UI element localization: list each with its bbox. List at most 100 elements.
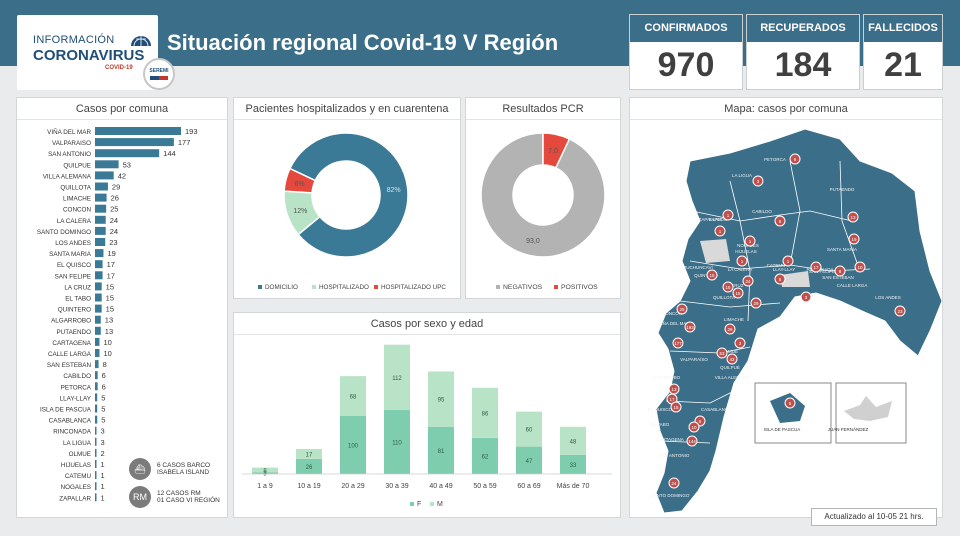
value-label-m: 112 bbox=[392, 376, 402, 382]
map-badge-value: 193 bbox=[686, 325, 694, 330]
bar bbox=[95, 171, 114, 180]
legend-swatch bbox=[430, 502, 434, 506]
map-badge bbox=[714, 225, 726, 237]
map-badge bbox=[854, 261, 866, 273]
value-label: 6 bbox=[102, 382, 106, 391]
slice-label: 82% bbox=[387, 187, 401, 194]
map-label: LIMACHE bbox=[724, 317, 744, 322]
note-barco: ⛴ 6 CASOS BARCO ISABELA ISLAND bbox=[129, 458, 210, 480]
stat-fallecidos: FALLECIDOS 21 bbox=[863, 14, 943, 90]
bar bbox=[95, 471, 97, 480]
map-badge-value: 1 bbox=[727, 213, 730, 218]
logo: INFORMACIÓN CORONAVIRUS COVID-19 bbox=[17, 15, 158, 90]
bar bbox=[95, 238, 106, 246]
bar-f bbox=[296, 458, 322, 474]
bar-f bbox=[428, 426, 454, 474]
value-label: 23 bbox=[109, 238, 117, 247]
bar bbox=[95, 182, 108, 191]
bar-m bbox=[560, 426, 586, 455]
value-label: 193 bbox=[185, 127, 198, 136]
map-badge-value: 1 bbox=[741, 259, 744, 264]
map-badge-value: 3 bbox=[757, 179, 760, 184]
map-badge-value: 5 bbox=[789, 401, 792, 406]
value-label: 5 bbox=[101, 405, 105, 414]
bar-f bbox=[340, 415, 366, 474]
legend-swatch bbox=[258, 285, 262, 289]
map-badge-value: 15 bbox=[735, 291, 741, 296]
note-line: ISABELA ISLAND bbox=[157, 469, 210, 476]
map-badge-value: 10 bbox=[857, 265, 863, 270]
value-label: 15 bbox=[106, 294, 114, 303]
value-label: 13 bbox=[105, 327, 113, 336]
category-label: LOS ANDES bbox=[55, 240, 91, 247]
map-badge-value: 25 bbox=[679, 307, 685, 312]
map-badge-value: 24 bbox=[745, 279, 751, 284]
map-badge-value: 10 bbox=[691, 425, 697, 430]
category-label: 60 a 69 bbox=[517, 483, 540, 490]
category-label: CASABLANCA bbox=[49, 418, 92, 425]
map-badge-value: 42 bbox=[729, 357, 735, 362]
note-rm: RM 12 CASOS RM 01 CASO VI REGIÓN bbox=[129, 486, 220, 508]
map-badge-value: 17 bbox=[669, 397, 675, 402]
map-badge bbox=[732, 287, 744, 299]
map-label: SAN ANTONIO bbox=[659, 453, 690, 458]
value-label-m: 17 bbox=[306, 452, 313, 458]
map-badge bbox=[736, 255, 748, 267]
bar bbox=[95, 204, 107, 213]
map-badge-value: 177 bbox=[674, 341, 682, 346]
map-label: ZAPALLAR bbox=[699, 217, 722, 222]
value-label: 13 bbox=[105, 316, 113, 325]
value-label: 144 bbox=[163, 149, 176, 158]
slice-label: 6% bbox=[294, 181, 304, 188]
chart-title: Casos por sexo y edad bbox=[234, 313, 620, 335]
map-badge bbox=[894, 305, 906, 317]
map-label: QUILLOTA bbox=[713, 295, 735, 300]
note-line: 12 CASOS RM bbox=[157, 490, 201, 497]
category-label: SAN FELIPE bbox=[55, 273, 91, 280]
bar bbox=[95, 393, 98, 402]
legend-swatch bbox=[496, 285, 500, 289]
bar bbox=[95, 326, 101, 335]
map-label: SAN FELIPE bbox=[809, 269, 835, 274]
bar bbox=[95, 282, 102, 291]
bar bbox=[95, 415, 98, 424]
legend-swatch bbox=[374, 285, 378, 289]
category-label: VIÑA DEL MAR bbox=[47, 127, 91, 136]
category-label: 50 a 59 bbox=[473, 483, 496, 490]
value-label: 29 bbox=[112, 183, 120, 192]
bar-m bbox=[472, 387, 498, 438]
value-label: 25 bbox=[110, 205, 118, 214]
map-badge bbox=[834, 265, 846, 277]
bar-m bbox=[296, 448, 322, 459]
value-label-f: 33 bbox=[570, 463, 577, 469]
map-badge-value: 17 bbox=[813, 265, 819, 270]
value-label: 53 bbox=[123, 160, 131, 169]
category-label: 1 a 9 bbox=[257, 483, 273, 490]
legend-label: M bbox=[437, 501, 443, 508]
slice-label: 7,0 bbox=[548, 148, 558, 155]
map-badge bbox=[752, 175, 764, 187]
value-label: 3 bbox=[101, 427, 105, 436]
map-badge bbox=[774, 273, 786, 285]
category-label: 20 a 29 bbox=[341, 483, 364, 490]
map-label: EL TABO bbox=[651, 422, 670, 427]
value-label-f: 26 bbox=[306, 465, 313, 471]
map-badge bbox=[676, 303, 688, 315]
map-label: VALPARAÍSO bbox=[680, 356, 708, 362]
map-badge bbox=[750, 297, 762, 309]
value-label-f: 110 bbox=[392, 440, 402, 446]
map-label: ISLA DE PASCUA bbox=[764, 427, 800, 432]
bar bbox=[95, 337, 100, 346]
category-label: ISLA DE PASCUA bbox=[40, 407, 92, 414]
category-label: RINCONADA bbox=[53, 429, 92, 436]
map-badge-value: 29 bbox=[753, 301, 759, 306]
value-label-f: 62 bbox=[482, 454, 489, 460]
map-badge bbox=[716, 347, 728, 359]
value-label: 15 bbox=[106, 282, 114, 291]
map-badge bbox=[742, 275, 754, 287]
stat-confirmados: CONFIRMADOS 970 bbox=[629, 14, 743, 90]
map-badge-value: 5 bbox=[779, 277, 782, 282]
value-label: 6 bbox=[102, 371, 106, 380]
map-badge bbox=[724, 323, 736, 335]
